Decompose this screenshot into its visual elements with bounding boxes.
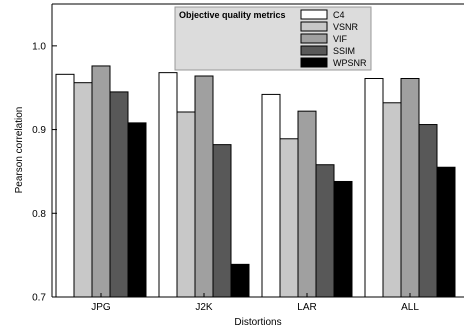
x-tick-label: LAR [297,302,316,313]
bar-wpsnr-lar [333,180,353,298]
legend: Objective quality metrics C4 VSNR VIF SSIM W… [174,6,372,71]
legend-label-vsnr: VSNR [333,22,359,32]
bar-vsnr-all [382,102,402,298]
ticks-layer: 0.7 0.8 0.9 1.0 JPG J2K LAR ALL [32,41,419,313]
x-tick-label: JPG [91,302,111,313]
bar-ssim-j2k [212,144,232,298]
bar-ssim-lar [315,164,335,298]
bar-c4-jpg [55,73,75,298]
x-tick-label: ALL [401,302,419,313]
legend-label-wpsnr: WPSNR [333,58,367,68]
y-tick-label: 0.9 [32,125,46,136]
bar-vif-jpg [91,65,111,298]
axes-layer [51,3,464,298]
legend-label-ssim: SSIM [333,46,355,56]
legend-swatch-wpsnr [300,57,328,68]
y-axis-title: Pearson correlation [14,107,25,194]
legend-title: Objective quality metrics [179,10,286,20]
bars-layer [55,65,456,298]
x-axis-title: Distortions [234,317,281,328]
bar-vsnr-jpg [73,82,93,298]
y-tick-label: 0.8 [32,209,46,220]
legend-box [174,6,372,71]
bar-vsnr-lar [279,138,299,298]
bar-vif-all [400,78,420,298]
bar-ssim-jpg [109,91,129,298]
legend-label-vif: VIF [333,34,348,44]
x-tick-label: J2K [195,302,213,313]
legend-swatch-vsnr [300,21,328,32]
bar-wpsnr-all [436,166,456,298]
bar-wpsnr-j2k [230,263,250,298]
bar-vif-j2k [194,75,214,298]
bar-vsnr-j2k [176,111,196,298]
bar-c4-lar [261,93,281,298]
bar-ssim-all [418,124,438,298]
legend-swatch-vif [300,33,328,44]
legend-items: C4 VSNR VIF SSIM WPSNR [300,9,367,68]
legend-swatch-c4 [300,9,328,20]
legend-label-c4: C4 [333,10,345,20]
legend-swatch-ssim [300,45,328,56]
bar-vif-lar [297,110,317,298]
y-tick-label: 0.7 [32,293,46,304]
bar-c4-all [364,78,384,298]
bar-c4-j2k [158,72,178,298]
bar-wpsnr-jpg [127,122,147,298]
y-tick-label: 1.0 [32,41,46,52]
